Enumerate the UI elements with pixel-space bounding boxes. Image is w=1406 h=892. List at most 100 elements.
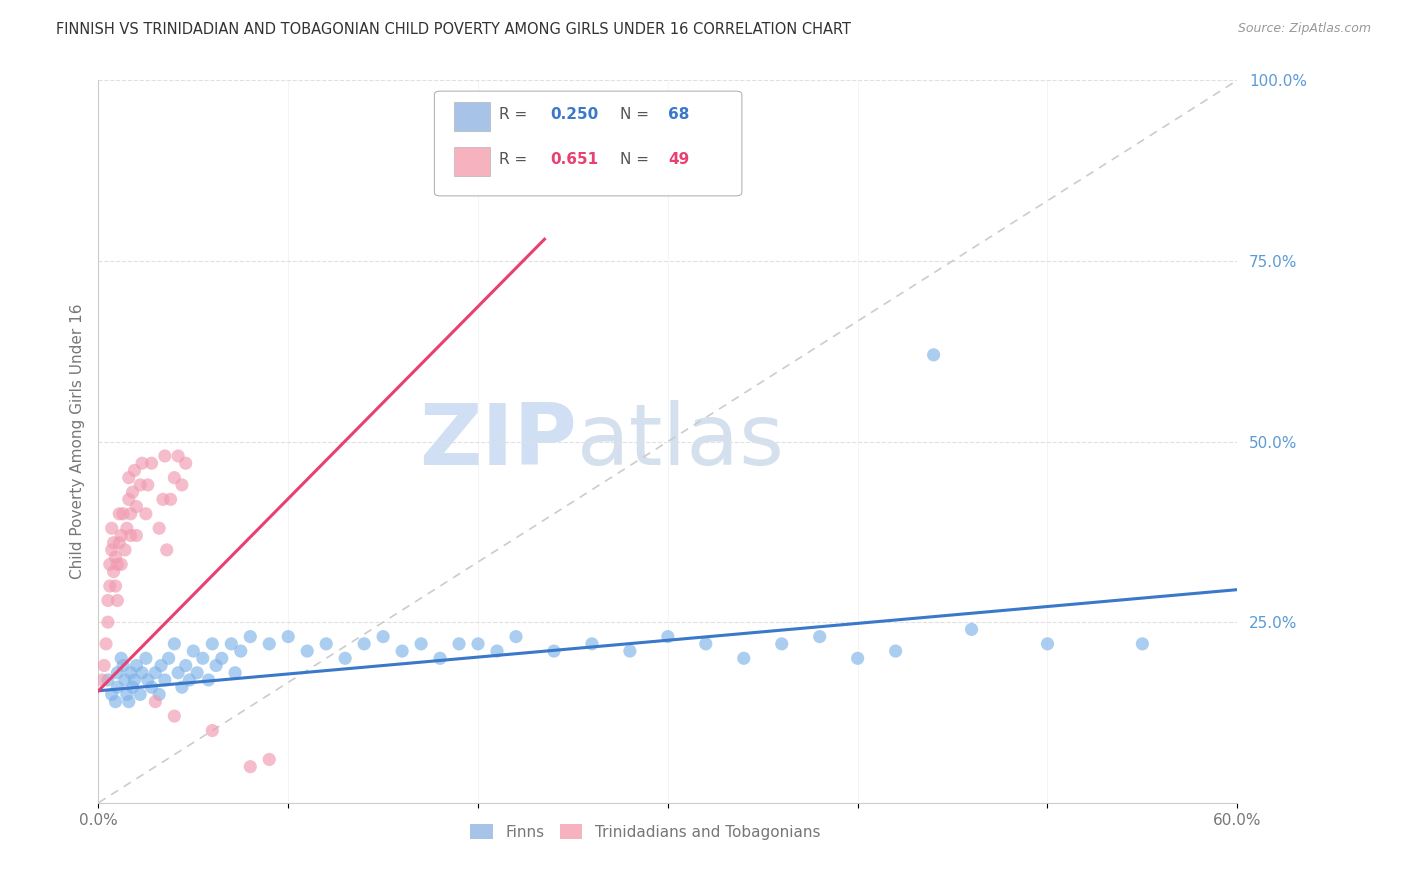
Point <box>110 651 132 665</box>
Point <box>124 673 146 687</box>
Point <box>121 485 143 500</box>
Point <box>371 630 394 644</box>
Point <box>125 528 148 542</box>
Point <box>103 535 125 549</box>
Point <box>411 637 433 651</box>
Point <box>170 478 193 492</box>
Point <box>131 665 153 680</box>
Point <box>104 695 127 709</box>
Point <box>115 521 138 535</box>
Point <box>221 637 243 651</box>
Point <box>170 680 193 694</box>
Point <box>91 673 114 687</box>
Text: R =: R = <box>499 153 537 168</box>
Point <box>108 507 131 521</box>
Point <box>619 644 641 658</box>
Point <box>120 507 142 521</box>
Point <box>259 637 281 651</box>
Point <box>110 558 132 572</box>
Point <box>98 558 121 572</box>
Point <box>112 507 135 521</box>
Point <box>884 644 907 658</box>
Point <box>581 637 603 651</box>
Text: R =: R = <box>499 107 537 122</box>
Point <box>110 528 132 542</box>
Point <box>153 673 176 687</box>
Point <box>391 644 413 658</box>
Point <box>148 687 170 701</box>
Point <box>211 651 233 665</box>
Text: ZIP: ZIP <box>419 400 576 483</box>
Point <box>100 687 122 701</box>
Point <box>153 449 176 463</box>
Point <box>163 637 186 651</box>
Point <box>125 658 148 673</box>
Point <box>229 644 252 658</box>
Point <box>505 630 527 644</box>
Point <box>239 760 262 774</box>
Point <box>808 630 831 644</box>
Point <box>163 470 186 484</box>
Text: 49: 49 <box>668 153 689 168</box>
Point <box>770 637 793 651</box>
Point <box>1132 637 1154 651</box>
Point <box>197 673 219 687</box>
Point <box>174 456 197 470</box>
Point <box>297 644 319 658</box>
Point <box>125 500 148 514</box>
Point <box>136 478 159 492</box>
Point <box>107 680 129 694</box>
Point <box>97 615 120 630</box>
Point <box>205 658 228 673</box>
Point <box>695 637 717 651</box>
Point <box>167 665 190 680</box>
Point <box>100 521 122 535</box>
Point <box>657 630 679 644</box>
Point <box>1036 637 1059 651</box>
Point <box>191 651 214 665</box>
Point <box>429 651 451 665</box>
Point <box>97 593 120 607</box>
Point <box>107 665 129 680</box>
Point <box>156 542 179 557</box>
Point <box>120 528 142 542</box>
Point <box>107 593 129 607</box>
Point <box>114 673 136 687</box>
Point <box>129 478 152 492</box>
Point <box>259 752 281 766</box>
Point <box>118 492 141 507</box>
Point <box>846 651 869 665</box>
Point <box>159 492 181 507</box>
Point <box>960 623 983 637</box>
Point <box>108 535 131 549</box>
Point <box>467 637 489 651</box>
Point <box>163 709 186 723</box>
Point <box>335 651 357 665</box>
Bar <box>454 102 491 131</box>
Point <box>103 565 125 579</box>
Point <box>201 637 224 651</box>
Point <box>135 651 157 665</box>
Legend: Finns, Trinidadians and Tobagonians: Finns, Trinidadians and Tobagonians <box>464 818 827 846</box>
Point <box>543 644 565 658</box>
Text: 68: 68 <box>668 107 689 122</box>
Point <box>136 673 159 687</box>
Point <box>107 558 129 572</box>
Point <box>141 456 163 470</box>
Text: 0.250: 0.250 <box>551 107 599 122</box>
Point <box>115 687 138 701</box>
Point <box>100 542 122 557</box>
Point <box>135 507 157 521</box>
Point <box>150 658 173 673</box>
FancyBboxPatch shape <box>434 91 742 196</box>
Point <box>129 687 152 701</box>
Text: N =: N = <box>620 153 654 168</box>
Point <box>121 680 143 694</box>
Point <box>112 658 135 673</box>
Point <box>157 651 180 665</box>
Point <box>449 637 471 651</box>
Point <box>922 348 945 362</box>
Point <box>315 637 337 651</box>
Text: FINNISH VS TRINIDADIAN AND TOBAGONIAN CHILD POVERTY AMONG GIRLS UNDER 16 CORRELA: FINNISH VS TRINIDADIAN AND TOBAGONIAN CH… <box>56 22 851 37</box>
Point <box>152 492 174 507</box>
